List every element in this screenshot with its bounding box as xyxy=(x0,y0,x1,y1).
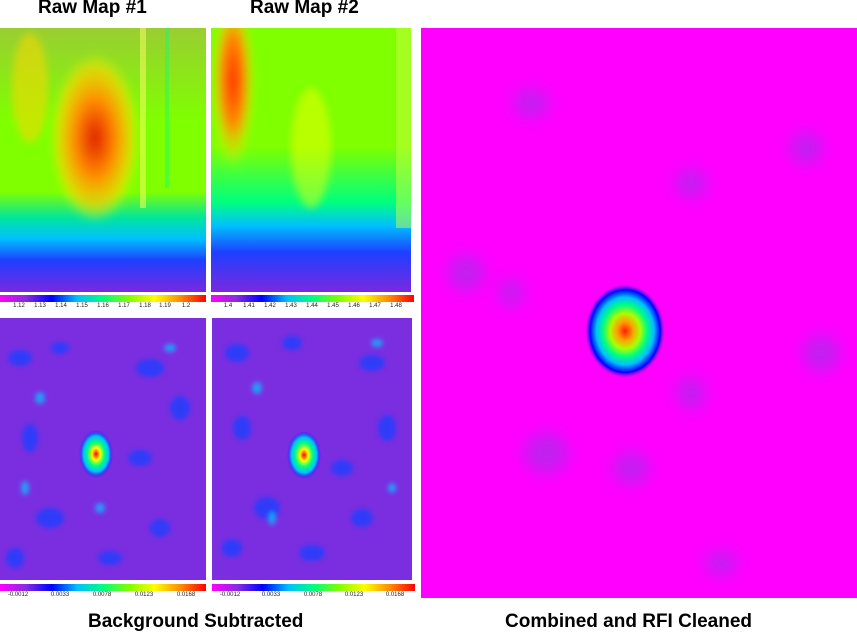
colorbar-tick: 1.17 xyxy=(118,303,130,309)
colorbar-tick: 0.0078 xyxy=(92,592,112,598)
background-subtracted-map-2-image xyxy=(212,318,412,580)
bg-map-2-colorbar-ticks: -0.0012 0.0033 0.0078 0.0123 0.0168 xyxy=(212,592,415,604)
raw-map-2-title: Raw Map #2 xyxy=(250,0,359,18)
colorbar-tick: 0.0168 xyxy=(176,592,196,598)
colorbar-tick: 1.42 xyxy=(264,303,276,309)
raw-map-2-image xyxy=(211,28,411,292)
colorbar-tick: -0.0012 xyxy=(7,592,29,598)
raw-map-1-colorbar-ticks: 1.12 1.13 1.14 1.15 1.16 1.17 1.18 1.19 … xyxy=(0,303,206,315)
colorbar-tick: 0.0078 xyxy=(303,592,323,598)
colorbar-tick: 0.0168 xyxy=(385,592,405,598)
colorbar-tick: -0.0012 xyxy=(219,592,241,598)
bg-map-1-colorbar-ticks: -0.0012 0.0033 0.0078 0.0123 0.0168 xyxy=(0,592,206,604)
raw-map-2-panel xyxy=(211,28,411,292)
combined-map-image xyxy=(421,28,857,598)
colorbar-tick: 1.12 xyxy=(13,303,25,309)
colorbar-tick: 1.48 xyxy=(390,303,402,309)
combined-rfi-cleaned-title: Combined and RFI Cleaned xyxy=(505,611,753,632)
colorbar-tick: 1.15 xyxy=(76,303,88,309)
colorbar-tick: 1.4 xyxy=(223,303,233,309)
background-subtracted-title: Background Subtracted xyxy=(88,611,304,632)
colorbar-tick: 1.43 xyxy=(285,303,297,309)
colorbar-tick: 1.46 xyxy=(348,303,360,309)
background-subtracted-map-1-image xyxy=(0,318,206,580)
raw-map-1-image xyxy=(0,28,206,292)
colorbar-tick: 1.16 xyxy=(97,303,109,309)
raw-map-2-colorbar: 1.4 1.41 1.42 1.43 1.44 1.45 1.46 1.47 1… xyxy=(211,295,414,315)
colorbar-tick: 1.13 xyxy=(34,303,46,309)
raw-map-1-colorbar-gradient xyxy=(0,295,206,302)
bg-map-2-colorbar-gradient xyxy=(212,584,415,591)
colorbar-tick: 0.0123 xyxy=(134,592,154,598)
background-subtracted-map-1-panel xyxy=(0,318,206,580)
colorbar-tick: 1.14 xyxy=(55,303,67,309)
combined-map-panel xyxy=(421,28,857,598)
colorbar-tick: 1.2 xyxy=(181,303,191,309)
colorbar-tick: 0.0033 xyxy=(50,592,70,598)
colorbar-tick: 1.19 xyxy=(159,303,171,309)
raw-map-1-title: Raw Map #1 xyxy=(38,0,147,18)
colorbar-tick: 1.45 xyxy=(327,303,339,309)
colorbar-tick: 1.41 xyxy=(243,303,255,309)
raw-map-2-colorbar-ticks: 1.4 1.41 1.42 1.43 1.44 1.45 1.46 1.47 1… xyxy=(211,303,414,315)
background-subtracted-map-2-colorbar: -0.0012 0.0033 0.0078 0.0123 0.0168 xyxy=(212,584,415,604)
bg-map-1-colorbar-gradient xyxy=(0,584,206,591)
raw-map-1-colorbar: 1.12 1.13 1.14 1.15 1.16 1.17 1.18 1.19 … xyxy=(0,295,206,315)
background-subtracted-map-2-panel xyxy=(212,318,412,580)
colorbar-tick: 1.47 xyxy=(369,303,381,309)
background-subtracted-map-1-colorbar: -0.0012 0.0033 0.0078 0.0123 0.0168 xyxy=(0,584,206,604)
raw-map-1-panel xyxy=(0,28,206,292)
colorbar-tick: 0.0123 xyxy=(344,592,364,598)
colorbar-tick: 1.44 xyxy=(306,303,318,309)
colorbar-tick: 0.0033 xyxy=(261,592,281,598)
raw-map-2-colorbar-gradient xyxy=(211,295,414,302)
colorbar-tick: 1.18 xyxy=(139,303,151,309)
